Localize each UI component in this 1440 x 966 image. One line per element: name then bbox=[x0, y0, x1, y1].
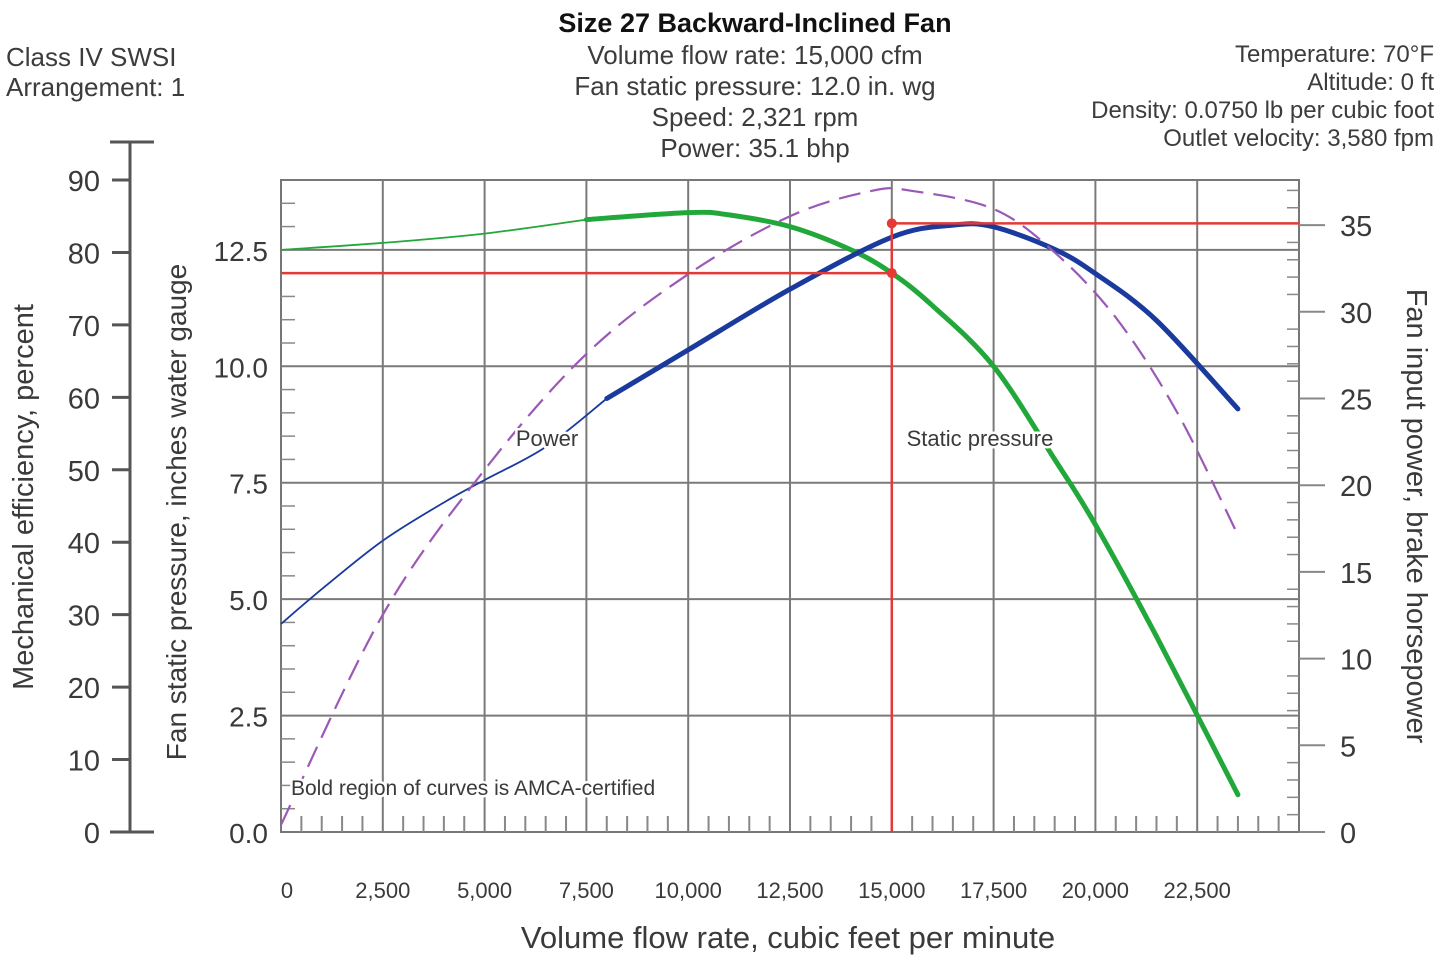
efficiency-tick-label: 70 bbox=[68, 311, 100, 343]
power-tick-label: 10 bbox=[1340, 645, 1372, 677]
power-tick-label: 5 bbox=[1340, 731, 1356, 763]
mechanical-efficiency-curve bbox=[280, 187, 1239, 826]
condition-altitude: Altitude: 0 ft bbox=[1307, 69, 1434, 96]
efficiency-tick-label: 0 bbox=[84, 818, 100, 850]
efficiency-tick-label: 40 bbox=[68, 528, 100, 560]
efficiency-tick-label: 80 bbox=[68, 238, 100, 270]
operating-power-point bbox=[886, 218, 897, 229]
x-tick-label: 22,500 bbox=[1164, 878, 1231, 903]
power-curve-bold bbox=[604, 221, 1241, 412]
x-tick-label: 10,000 bbox=[655, 878, 722, 903]
grid bbox=[280, 179, 1325, 833]
x-tick-label: 7,500 bbox=[559, 878, 614, 903]
power-curve-label: Power bbox=[516, 426, 578, 451]
pressure-axis-label: Fan static pressure, inches water gauge bbox=[161, 264, 192, 760]
pressure-tick-label: 7.5 bbox=[229, 469, 268, 500]
condition-density: Density: 0.0750 lb per cubic foot bbox=[1091, 97, 1434, 124]
pressure-tick-label: 12.5 bbox=[214, 236, 269, 267]
x-tick-label: 12,500 bbox=[756, 878, 823, 903]
x-tick-label: 15,000 bbox=[858, 878, 925, 903]
spec-static-pressure: Fan static pressure: 12.0 in. wg bbox=[574, 71, 936, 101]
fan-arrangement: Arrangement: 1 bbox=[6, 72, 186, 102]
spec-speed: Speed: 2,321 rpm bbox=[651, 102, 859, 132]
static-pressure-curve-label: Static pressure bbox=[907, 426, 1054, 451]
labels: Volume flow rate, cubic feet per minute … bbox=[6, 261, 1435, 957]
spec-power: Power: 35.1 bhp bbox=[660, 133, 850, 163]
power-tick-label: 25 bbox=[1340, 384, 1372, 416]
pressure-tick-label: 5.0 bbox=[229, 585, 268, 616]
power-tick-label: 0 bbox=[1340, 818, 1356, 850]
efficiency-axis-label: Mechanical efficiency, percent bbox=[8, 304, 40, 690]
power-tick-label: 30 bbox=[1340, 298, 1372, 330]
operating-point bbox=[281, 218, 1299, 832]
x-tick-label: 17,500 bbox=[960, 878, 1027, 903]
power-tick-label: 35 bbox=[1340, 211, 1372, 243]
spec-flow-rate: Volume flow rate: 15,000 cfm bbox=[587, 40, 923, 70]
efficiency-tick-label: 90 bbox=[68, 166, 100, 198]
x-tick-label: 5,000 bbox=[457, 878, 512, 903]
x-axis-label: Volume flow rate, cubic feet per minute bbox=[521, 920, 1055, 955]
series bbox=[280, 187, 1241, 826]
power-tick-label: 20 bbox=[1340, 471, 1372, 503]
efficiency-tick-label: 20 bbox=[68, 673, 100, 705]
condition-temperature: Temperature: 70°F bbox=[1234, 41, 1434, 68]
chart-title: Size 27 Backward-Inclined Fan bbox=[558, 8, 952, 38]
static-pressure-curve-bold bbox=[583, 209, 1241, 798]
pressure-tick-label: 0.0 bbox=[229, 818, 268, 849]
power-curve-thin bbox=[280, 397, 608, 625]
operating-pressure-point bbox=[886, 268, 897, 279]
efficiency-tick-label: 60 bbox=[68, 383, 100, 415]
efficiency-tick-label: 30 bbox=[68, 601, 100, 633]
axes: 0 2,500 5,000 7,500 10,000 12,500 15,000 17,500… bbox=[68, 140, 1372, 903]
x-tick-label: 0 bbox=[281, 878, 293, 903]
efficiency-tick-label: 10 bbox=[68, 746, 100, 778]
condition-outlet-velocity: Outlet velocity: 3,580 fpm bbox=[1163, 125, 1434, 152]
power-tick-label: 15 bbox=[1340, 558, 1372, 590]
static-pressure-curve-thin bbox=[280, 218, 587, 251]
efficiency-tick-label: 50 bbox=[68, 456, 100, 488]
x-tick-label: 20,000 bbox=[1062, 878, 1129, 903]
pressure-tick-label: 2.5 bbox=[229, 702, 268, 733]
x-tick-label: 2,500 bbox=[355, 878, 410, 903]
pressure-tick-label: 10.0 bbox=[214, 352, 269, 383]
fan-class: Class IV SWSI bbox=[6, 42, 177, 72]
power-axis-label: Fan input power, brake horsepower bbox=[1400, 289, 1432, 744]
amca-note: Bold region of curves is AMCA-certified bbox=[291, 777, 655, 800]
